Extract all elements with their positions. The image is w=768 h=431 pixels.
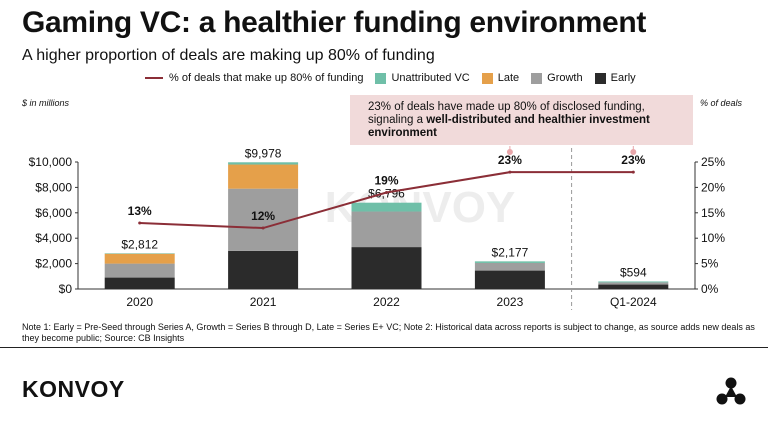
legend-line-swatch — [145, 77, 163, 79]
y-tick-label: $8,000 — [35, 180, 72, 194]
line-data-label: 12% — [251, 209, 275, 223]
y2-tick-label: 5% — [701, 257, 719, 271]
line-series-point — [631, 170, 635, 174]
legend-item-line: % of deals that make up 80% of funding — [145, 72, 363, 84]
bar-segment-growth — [474, 262, 545, 271]
legend-item-late: Late — [481, 72, 520, 84]
brand-logo-text: KONVOY — [22, 376, 125, 402]
bar-total-label: $594 — [620, 265, 647, 279]
bar-segment-unattributed-vc — [228, 162, 299, 165]
bar-segment-early — [598, 284, 669, 289]
line-data-label: 23% — [621, 153, 645, 167]
legend-unattributed-label: Unattributed VC — [391, 72, 470, 84]
bar-segment-unattributed-vc — [351, 202, 422, 212]
line-data-label: 13% — [128, 204, 152, 218]
x-tick-label: 2021 — [250, 295, 277, 309]
y-tick-label: $10,000 — [29, 155, 73, 169]
callout-text: 23% of deals have made up 80% of disclos… — [368, 101, 645, 126]
bar-segment-late — [228, 164, 299, 189]
callout-pointer-dot — [630, 149, 637, 155]
y-tick-label: $2,000 — [35, 257, 72, 271]
brand-logo-icon — [716, 377, 746, 405]
legend-unattributed-swatch — [375, 72, 387, 84]
line-series-point — [138, 221, 142, 225]
bar-total-label: $2,177 — [492, 245, 529, 259]
bar-segment-growth — [351, 211, 422, 248]
legend-line-label: % of deals that make up 80% of funding — [169, 72, 364, 84]
bar-segment-unattributed-vc — [474, 261, 545, 263]
legend-item-early: Early — [594, 72, 636, 84]
legend-item-growth: Growth — [531, 72, 583, 84]
bar-segment-growth — [598, 282, 669, 285]
bar-segment-unattributed-vc — [104, 253, 175, 254]
y-tick-label: $4,000 — [35, 231, 72, 245]
bar-segment-early — [351, 247, 422, 289]
footnote: Note 1: Early = Pre-Seed through Series … — [22, 322, 755, 343]
y-tick-label: $0 — [59, 282, 73, 296]
legend-early-swatch — [594, 72, 606, 84]
legend-late-label: Late — [497, 72, 520, 84]
line-series-point — [261, 226, 265, 230]
legend-growth-label: Growth — [547, 72, 583, 84]
right-axis-unit: % of deals — [700, 98, 743, 108]
footer-divider — [0, 347, 768, 348]
y2-tick-label: 0% — [701, 282, 719, 296]
funding-chart: KONVOY $0$2,000$4,000$6,000$8,000$10,000… — [29, 146, 725, 310]
bar-segment-growth — [228, 188, 299, 251]
y2-tick-label: 20% — [701, 180, 725, 194]
bar-segment-early — [104, 277, 175, 289]
y2-tick-label: 25% — [701, 155, 725, 169]
bar-segment-late — [104, 253, 175, 264]
line-series-point — [508, 170, 512, 174]
page-title: Gaming VC: a healthier funding environme… — [22, 6, 647, 39]
x-tick-label: 2023 — [497, 295, 524, 309]
bar-segment-unattributed-vc — [598, 281, 669, 283]
y2-tick-label: 10% — [701, 231, 725, 245]
callout-pointer-dot — [506, 149, 513, 155]
chart-legend: % of deals that make up 80% of funding U… — [145, 72, 648, 84]
y2-tick-label: 15% — [701, 206, 725, 220]
callout-bold-text: well-distributed and healthier investmen… — [368, 114, 650, 139]
x-tick-label: Q1-2024 — [610, 295, 657, 309]
bar-segment-growth — [104, 263, 175, 278]
line-series-point — [385, 190, 388, 194]
page-subtitle: A higher proportion of deals are making … — [22, 47, 435, 64]
x-tick-label: 2020 — [126, 295, 153, 309]
bar-total-label: $2,812 — [121, 237, 158, 251]
callout-box: 23% of deals have made up 80% of disclos… — [350, 95, 693, 145]
legend-late-swatch — [481, 72, 493, 84]
left-axis-unit: $ in millions — [22, 98, 70, 108]
legend-early-label: Early — [610, 72, 636, 84]
bar-segment-early — [228, 250, 299, 289]
line-data-label: 23% — [498, 153, 522, 167]
x-tick-label: 2022 — [373, 295, 400, 309]
y-tick-label: $6,000 — [35, 206, 72, 220]
legend-item-unattributed: Unattributed VC — [375, 72, 470, 84]
legend-growth-swatch — [531, 72, 543, 84]
bar-total-label: $9,978 — [245, 146, 282, 160]
bar-segment-early — [474, 270, 545, 289]
line-data-label: 19% — [374, 173, 398, 187]
